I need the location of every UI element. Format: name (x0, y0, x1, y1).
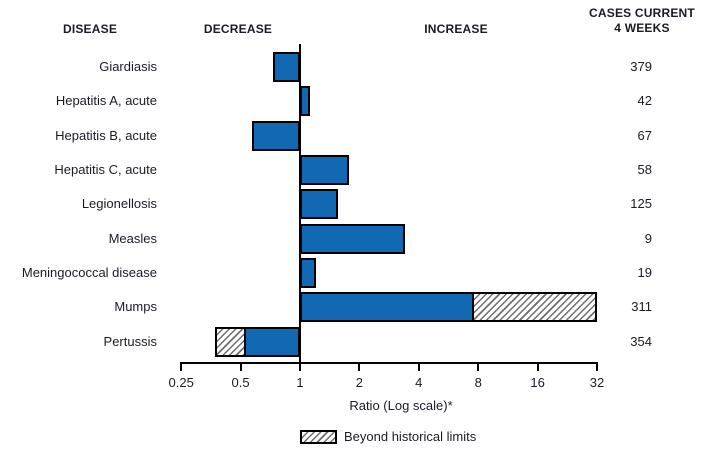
axis-tick (417, 362, 420, 371)
axis-tick-label: 4 (415, 375, 423, 390)
axis-tick-label: 16 (530, 375, 545, 390)
bar-solid-segment (300, 189, 338, 219)
bar-solid-segment (300, 224, 405, 254)
cases-value: 19 (637, 265, 652, 280)
x-axis-label: Ratio (Log scale)* (349, 398, 453, 413)
bar-solid-segment (300, 86, 310, 116)
cases-value: 9 (644, 231, 652, 246)
column-header-cases-current-4-weeks: CASES CURRENT 4 WEEKS (576, 6, 708, 36)
axis-tick-label: 0.5 (231, 375, 250, 390)
axis-tick (477, 362, 480, 371)
axis-tick-label: 32 (589, 375, 605, 390)
disease-label: Giardiasis (99, 59, 157, 74)
axis-tick (536, 362, 539, 371)
axis-tick-label: 0.25 (168, 375, 194, 390)
column-header-increase: INCREASE (424, 22, 488, 36)
axis-tick (358, 362, 361, 371)
disease-label: Measles (108, 231, 157, 246)
cases-value: 311 (631, 299, 652, 314)
bar-solid-segment (300, 258, 316, 288)
disease-label: Hepatitis B, acute (55, 128, 157, 143)
x-axis-line (180, 362, 598, 364)
legend-label: Beyond historical limits (344, 429, 477, 444)
disease-label: Legionellosis (81, 196, 157, 211)
bar-solid-segment (273, 52, 300, 82)
disease-label: Meningococcal disease (21, 265, 157, 280)
bar-hatched-segment (215, 327, 246, 357)
column-header-cases-line2: 4 WEEKS (614, 21, 670, 35)
cases-value: 58 (637, 162, 652, 177)
bar-solid-segment (252, 121, 300, 151)
disease-label: Mumps (114, 299, 157, 314)
axis-tick (596, 362, 598, 371)
column-header-cases-line1: CASES CURRENT (589, 6, 695, 20)
disease-label: Hepatitis A, acute (55, 93, 157, 108)
cases-value: 42 (637, 93, 652, 108)
axis-tick-label: 8 (474, 375, 482, 390)
axis-tick (180, 362, 183, 371)
cases-value: 354 (630, 334, 652, 349)
column-header-decrease: DECREASE (203, 22, 273, 36)
column-header-disease: DISEASE (62, 22, 118, 36)
axis-tick-label: 2 (355, 375, 363, 390)
axis-tick (299, 362, 301, 371)
legend-hatched-swatch (300, 430, 337, 444)
bar-solid-segment (300, 292, 474, 322)
disease-label: Hepatitis C, acute (54, 162, 157, 177)
cases-value: 379 (630, 59, 652, 74)
axis-tick-label: 1 (296, 375, 304, 390)
axis-tick (239, 362, 242, 371)
bar-hatched-segment (472, 292, 597, 322)
disease-label: Pertussis (103, 334, 157, 349)
cases-value: 67 (637, 128, 652, 143)
bar-solid-segment (300, 155, 349, 185)
cases-value: 125 (630, 196, 652, 211)
bar-solid-segment (244, 327, 300, 357)
